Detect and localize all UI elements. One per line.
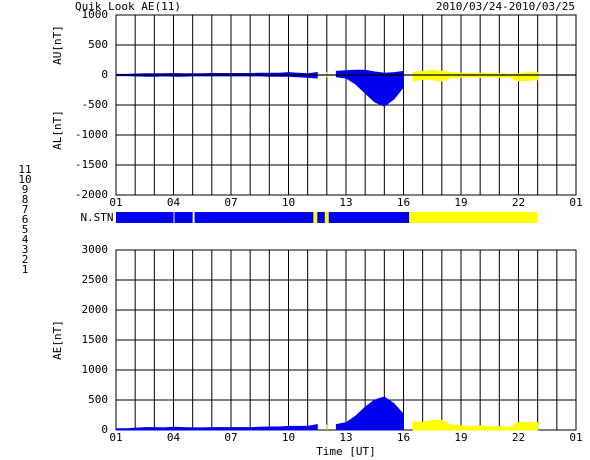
n-stn-segment <box>194 212 314 223</box>
y-tick-label: 1000 <box>82 363 109 376</box>
n-stn-segment <box>328 212 410 223</box>
n-stn-segment <box>116 212 174 223</box>
station-legend-label: 4 <box>22 233 29 246</box>
n-stn-segment <box>174 212 193 223</box>
area <box>115 74 318 79</box>
x-tick-label: 19 <box>454 431 467 444</box>
y-tick-label: -1000 <box>75 128 108 141</box>
area <box>335 396 404 431</box>
area <box>412 69 539 76</box>
y-tick-label: 0 <box>101 423 108 436</box>
y-axis-label: AE[nT] <box>51 320 64 360</box>
x-tick-label: 13 <box>339 431 352 444</box>
x-tick-label: 04 <box>167 431 181 444</box>
station-legend-label: 5 <box>22 223 29 236</box>
n-stn-segment <box>317 212 325 223</box>
station-legend-label: 6 <box>22 213 29 226</box>
x-tick-label: 16 <box>397 431 410 444</box>
x-tick-label: 04 <box>167 196 181 209</box>
y-tick-label: 500 <box>88 393 108 406</box>
x-tick-label: 07 <box>224 196 237 209</box>
area <box>335 69 404 76</box>
n-stn-segment <box>324 212 329 223</box>
y-tick-label: -2000 <box>75 188 108 201</box>
y-tick-label: 2500 <box>82 273 109 286</box>
x-tick-label: 01 <box>109 196 122 209</box>
y-tick-label: 2000 <box>82 303 109 316</box>
station-legend-label: 3 <box>22 243 29 256</box>
x-tick-label: 01 <box>569 431 582 444</box>
y-tick-label: -500 <box>82 98 109 111</box>
area <box>115 423 318 431</box>
chart-title: Quik Look AE(11) <box>75 0 181 13</box>
x-tick-label: 10 <box>282 431 295 444</box>
station-legend-label: 8 <box>22 193 29 206</box>
station-legend-label: 9 <box>22 183 29 196</box>
x-tick-label: 16 <box>397 196 410 209</box>
n-stn-segment <box>313 212 318 223</box>
y-tick-label: 500 <box>88 38 108 51</box>
x-axis-label: Time [UT] <box>316 445 376 458</box>
y-tick-label: -1500 <box>75 158 108 171</box>
area <box>412 74 539 82</box>
y-tick-label: 3000 <box>82 243 109 256</box>
station-legend-label: 11 <box>18 163 31 176</box>
x-tick-label: 10 <box>282 196 295 209</box>
area <box>335 74 404 107</box>
x-tick-label: 22 <box>512 431 525 444</box>
x-tick-label: 19 <box>454 196 467 209</box>
y-tick-label: 0 <box>101 68 108 81</box>
n-stn-segment <box>409 212 538 223</box>
station-legend-label: 2 <box>22 253 29 266</box>
area <box>412 419 539 431</box>
date-range: 2010/03/24-2010/03/25 <box>436 0 575 13</box>
n-stn-label: N.STN <box>80 211 113 224</box>
station-legend-label: 10 <box>18 173 31 186</box>
x-tick-label: 13 <box>339 196 352 209</box>
x-tick-label: 22 <box>512 196 525 209</box>
x-tick-label: 01 <box>569 196 582 209</box>
x-tick-label: 07 <box>224 431 237 444</box>
station-legend-label: 1 <box>22 263 29 276</box>
y-axis-label: AU[nT] <box>51 25 64 65</box>
y-tick-label: 1500 <box>82 333 109 346</box>
x-tick-label: 01 <box>109 431 122 444</box>
y-axis-label: AL[nT] <box>51 110 64 150</box>
station-legend-label: 7 <box>22 203 29 216</box>
y-tick-label: 1000 <box>82 8 109 21</box>
